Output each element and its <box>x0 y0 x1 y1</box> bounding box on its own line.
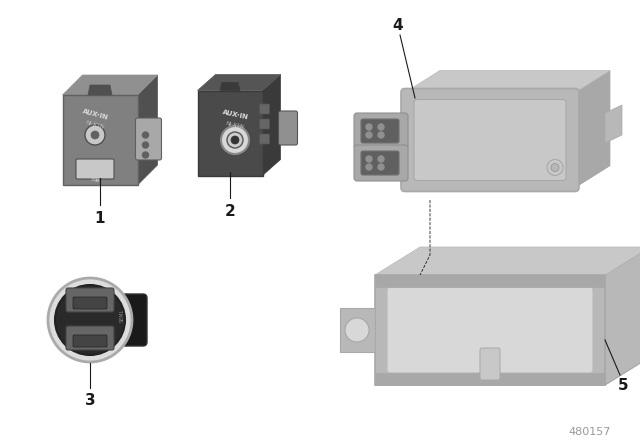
Circle shape <box>547 159 563 176</box>
Circle shape <box>551 164 559 172</box>
FancyBboxPatch shape <box>375 275 605 287</box>
Circle shape <box>91 131 99 139</box>
FancyBboxPatch shape <box>66 326 114 350</box>
FancyBboxPatch shape <box>259 119 269 129</box>
FancyBboxPatch shape <box>259 104 269 114</box>
Circle shape <box>345 318 369 342</box>
Polygon shape <box>138 75 157 185</box>
Polygon shape <box>405 165 610 188</box>
Circle shape <box>378 132 384 138</box>
FancyBboxPatch shape <box>361 151 399 175</box>
Text: AUX-IN: AUX-IN <box>81 109 109 121</box>
Polygon shape <box>605 247 640 385</box>
Text: 5: 5 <box>618 378 628 392</box>
Text: 1: 1 <box>95 211 105 225</box>
Polygon shape <box>375 247 640 275</box>
Text: NI-X1N: NI-X1N <box>225 121 244 129</box>
Circle shape <box>55 285 125 355</box>
FancyBboxPatch shape <box>387 287 593 373</box>
Circle shape <box>85 125 105 145</box>
Circle shape <box>227 132 243 148</box>
Circle shape <box>231 136 239 144</box>
Circle shape <box>143 132 148 138</box>
FancyBboxPatch shape <box>66 288 114 312</box>
Circle shape <box>366 156 372 162</box>
FancyBboxPatch shape <box>414 99 566 181</box>
Circle shape <box>221 126 249 154</box>
Polygon shape <box>340 308 375 352</box>
FancyBboxPatch shape <box>63 95 138 185</box>
Polygon shape <box>88 85 112 95</box>
Polygon shape <box>605 105 622 143</box>
Circle shape <box>48 278 132 362</box>
Polygon shape <box>575 70 610 188</box>
FancyBboxPatch shape <box>198 90 262 176</box>
FancyBboxPatch shape <box>375 373 605 385</box>
FancyBboxPatch shape <box>401 89 579 191</box>
FancyBboxPatch shape <box>354 113 408 149</box>
Circle shape <box>378 164 384 170</box>
Circle shape <box>143 152 148 158</box>
FancyBboxPatch shape <box>354 145 408 181</box>
Circle shape <box>378 156 384 162</box>
Polygon shape <box>220 82 240 90</box>
Polygon shape <box>63 75 157 95</box>
FancyBboxPatch shape <box>361 119 399 143</box>
FancyBboxPatch shape <box>73 335 107 347</box>
Text: ↹: ↹ <box>91 175 99 185</box>
Text: SEML: SEML <box>120 308 125 322</box>
Text: AUX-IN: AUX-IN <box>221 109 249 121</box>
FancyBboxPatch shape <box>375 275 605 385</box>
FancyBboxPatch shape <box>136 118 161 160</box>
Text: NI-X1N: NI-X1N <box>85 120 105 130</box>
Circle shape <box>143 142 148 148</box>
FancyBboxPatch shape <box>278 111 298 145</box>
Circle shape <box>378 124 384 130</box>
Polygon shape <box>405 70 610 92</box>
FancyBboxPatch shape <box>101 294 147 346</box>
Circle shape <box>366 132 372 138</box>
FancyBboxPatch shape <box>73 297 107 309</box>
FancyBboxPatch shape <box>76 159 114 179</box>
Circle shape <box>366 124 372 130</box>
Polygon shape <box>198 74 280 90</box>
Text: 480157: 480157 <box>569 427 611 437</box>
Polygon shape <box>262 74 280 176</box>
FancyBboxPatch shape <box>98 294 110 346</box>
Text: 3: 3 <box>84 392 95 408</box>
Text: 4: 4 <box>393 17 403 33</box>
Text: 2: 2 <box>225 203 236 219</box>
FancyBboxPatch shape <box>480 348 500 380</box>
Circle shape <box>366 164 372 170</box>
FancyBboxPatch shape <box>259 134 269 144</box>
Polygon shape <box>605 247 640 385</box>
